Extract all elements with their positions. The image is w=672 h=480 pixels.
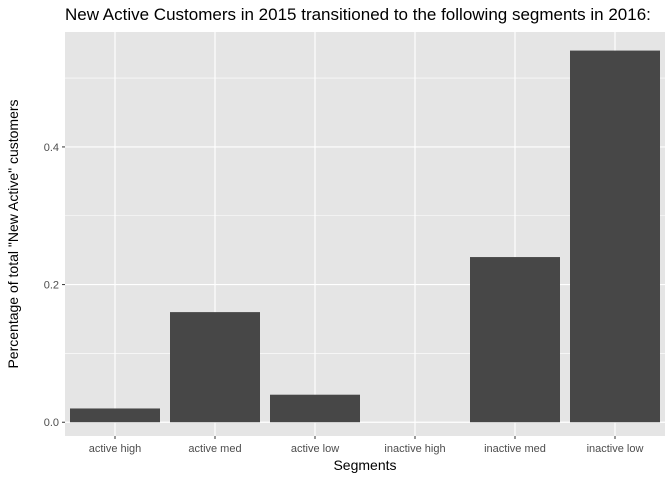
bars bbox=[70, 50, 660, 423]
bar-active-med bbox=[170, 312, 260, 423]
x-tick-label: active low bbox=[291, 443, 339, 455]
y-axis-title: Percentage of total "New Active" custome… bbox=[5, 99, 21, 368]
y-axis: 0.0 0.2 0.4 bbox=[44, 142, 65, 429]
y-tick-label: 0.0 bbox=[44, 417, 59, 429]
x-tick-label: inactive low bbox=[587, 443, 644, 455]
y-tick-label: 0.4 bbox=[44, 142, 59, 154]
x-tick-label: active med bbox=[188, 443, 241, 455]
bar-inactive-med bbox=[470, 257, 560, 423]
x-tick-label: active high bbox=[89, 443, 142, 455]
bar-active-low bbox=[270, 394, 360, 423]
chart-title: New Active Customers in 2015 transitione… bbox=[65, 5, 651, 24]
x-axis: active high active med active low inactive … bbox=[89, 436, 644, 455]
minor-gridlines bbox=[65, 77, 665, 354]
bar-active-high bbox=[70, 408, 160, 423]
y-tick-label: 0.2 bbox=[44, 280, 59, 292]
x-axis-title: Segments bbox=[333, 457, 396, 473]
bar-inactive-low bbox=[570, 50, 660, 423]
x-tick-label: inactive high bbox=[384, 443, 445, 455]
plot-panel bbox=[65, 32, 665, 436]
x-tick-label: inactive med bbox=[484, 443, 546, 455]
